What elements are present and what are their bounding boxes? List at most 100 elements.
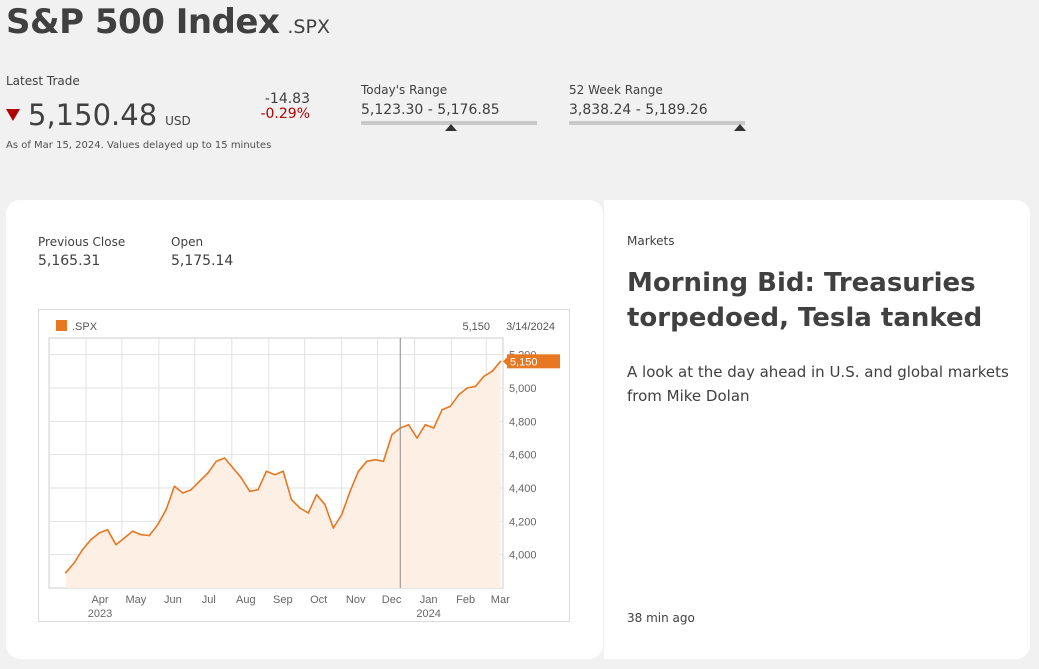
data-point (148, 534, 151, 537)
news-card[interactable]: Markets Morning Bid: Treasuries torpedoe… (604, 200, 1030, 659)
data-point (441, 408, 443, 411)
open-label: Open (171, 235, 204, 249)
price-chart[interactable]: 4,0004,2004,4004,6004,8005,0005,200AprMa… (38, 309, 570, 622)
x-tick-label: Feb (456, 594, 475, 606)
data-point (407, 423, 410, 426)
data-point (223, 457, 226, 459)
price-chart-svg[interactable]: 4,0004,2004,4004,6004,8005,0005,200AprMa… (39, 310, 571, 623)
todays-range-label: Today's Range (361, 83, 448, 97)
y-tick-label: 4,800 (509, 416, 537, 428)
x-tick-label: Nov (346, 594, 366, 606)
data-point (232, 467, 234, 469)
x-tick-label: Dec (382, 594, 402, 606)
data-point (156, 523, 159, 526)
hover-value: 5,150 (462, 321, 490, 333)
x-tick-label: Apr (91, 594, 108, 606)
todays-range-bar (361, 121, 537, 131)
data-point (115, 543, 117, 546)
last-value-label: 5,150 (510, 356, 538, 368)
data-point (374, 458, 376, 461)
ticker-symbol: .SPX (287, 16, 330, 38)
data-point (483, 375, 485, 378)
price-row: 5,150.48 USD (6, 98, 191, 132)
data-point (382, 460, 385, 463)
data-point (131, 530, 134, 533)
data-point (315, 493, 318, 496)
data-point (307, 512, 310, 514)
week52-range-label: 52 Week Range (569, 83, 663, 97)
week52-range-bar (569, 121, 746, 131)
data-point (366, 460, 368, 463)
todays-range-value: 5,123.30 - 5,176.85 (361, 102, 500, 118)
last-value-pointer (503, 357, 507, 366)
x-tick-label: Aug (236, 594, 256, 606)
series-area (65, 361, 501, 588)
data-point (240, 477, 243, 479)
data-point (424, 423, 427, 426)
last-price: 5,150.48 (28, 98, 158, 132)
open-stat: Open 5,175.14 (171, 235, 233, 269)
news-category[interactable]: Markets (627, 234, 675, 248)
hover-date: 3/14/2024 (506, 321, 555, 333)
todays-range: Today's Range 5,123.30 - 5,176.85 (361, 83, 537, 131)
change-absolute: -14.83 (264, 91, 310, 107)
week52-range-value: 3,838.24 - 5,189.26 (569, 102, 708, 118)
last-value-badge (507, 354, 560, 369)
x-tick-label: Jan (420, 594, 438, 606)
data-point (257, 488, 259, 491)
data-point (432, 427, 435, 429)
change-percent: -0.29% (260, 106, 310, 122)
data-point (81, 548, 84, 551)
x-tick-label: Sep (273, 594, 293, 606)
data-point (340, 513, 343, 516)
previous-close-label: Previous Close (38, 235, 126, 249)
data-point (198, 480, 201, 483)
data-point (474, 385, 477, 388)
chart-card: Previous Close 5,165.31 Open 5,175.14 4,… (6, 200, 603, 659)
data-point (207, 472, 209, 474)
x-tick-label: Jul (202, 594, 216, 606)
data-point (73, 562, 75, 564)
data-point (416, 437, 418, 439)
price-change: -14.83 -0.29% (200, 92, 310, 122)
data-point (491, 370, 494, 373)
data-point (98, 532, 100, 534)
data-point (299, 507, 301, 509)
data-point (391, 433, 393, 436)
latest-trade-label: Latest Trade (6, 74, 80, 88)
week52-range: 52 Week Range 3,838.24 - 5,189.26 (569, 83, 746, 131)
news-headline[interactable]: Morning Bid: Treasuries torpedoed, Tesla… (627, 268, 983, 333)
week52-range-marker-icon (733, 124, 746, 131)
data-point (190, 488, 192, 491)
data-point (449, 405, 452, 408)
data-point (64, 571, 67, 574)
data-point (274, 473, 276, 476)
page-header: S&P 500 Index .SPX (6, 2, 330, 42)
data-point (282, 470, 284, 473)
x-tick-label: Jun (164, 594, 182, 606)
data-point (324, 503, 326, 506)
y-tick-label: 5,000 (509, 383, 537, 395)
data-point (123, 537, 126, 539)
data-point (265, 470, 268, 473)
y-tick-label: 4,200 (509, 516, 537, 528)
news-description: A look at the day ahead in U.S. and glob… (627, 363, 1009, 405)
year-label: 2024 (416, 608, 440, 620)
as-of-note: As of Mar 15, 2024. Values delayed up to… (6, 140, 272, 151)
down-arrow-icon (6, 109, 20, 121)
data-point (290, 498, 293, 501)
x-tick-label: May (125, 594, 146, 606)
news-timestamp: 38 min ago (627, 611, 695, 625)
currency-label: USD (165, 114, 191, 128)
data-point (466, 387, 468, 389)
data-point (173, 485, 176, 488)
y-tick-label: 4,000 (509, 550, 537, 562)
data-point (106, 528, 109, 531)
y-tick-label: 4,600 (509, 450, 537, 462)
x-tick-label: Oct (310, 594, 327, 606)
year-label: 2023 (88, 608, 112, 620)
previous-close-stat: Previous Close 5,165.31 (38, 235, 125, 269)
data-point (349, 490, 351, 493)
todays-range-marker-icon (444, 124, 457, 131)
data-point (140, 533, 142, 536)
